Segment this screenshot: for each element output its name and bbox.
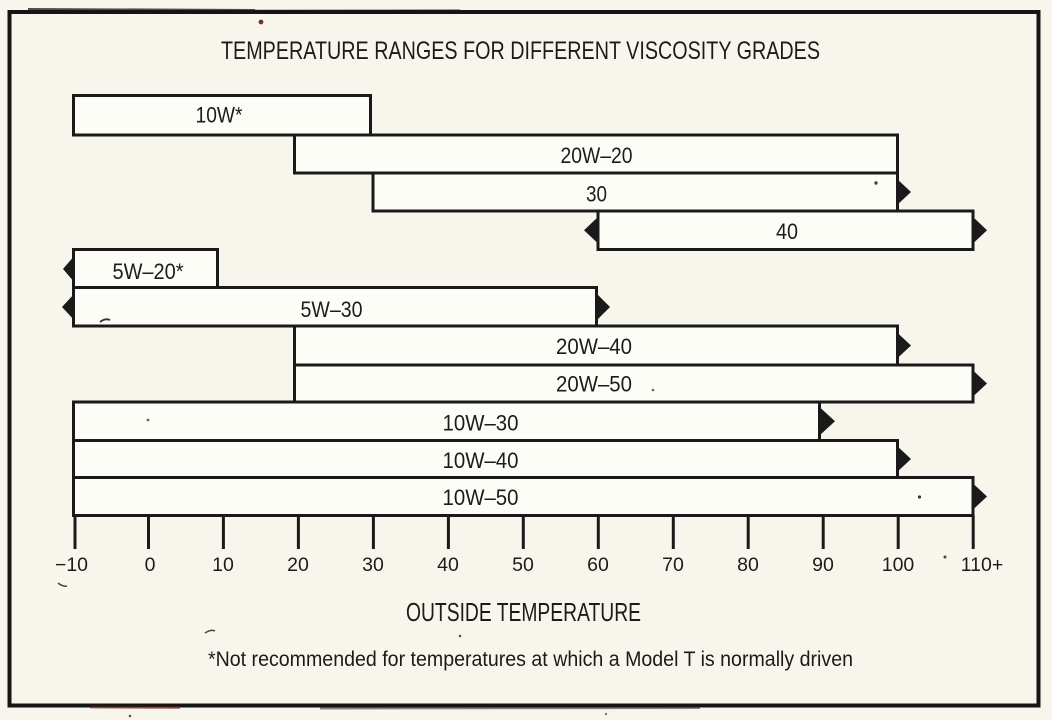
svg-text:20: 20 bbox=[287, 554, 309, 576]
svg-text:10W–30: 10W–30 bbox=[443, 411, 519, 436]
svg-text:TEMPERATURE RANGES FOR DIFFERE: TEMPERATURE RANGES FOR DIFFERENT VISCOSI… bbox=[221, 37, 820, 65]
svg-text:20W–50: 20W–50 bbox=[556, 372, 632, 397]
svg-text:50: 50 bbox=[512, 554, 534, 576]
svg-text:30: 30 bbox=[362, 554, 384, 576]
svg-text:20W–40: 20W–40 bbox=[556, 334, 632, 359]
svg-text:10W–50: 10W–50 bbox=[443, 485, 519, 510]
svg-text:70: 70 bbox=[662, 554, 684, 576]
svg-text:10W–40: 10W–40 bbox=[443, 448, 519, 473]
svg-text:30: 30 bbox=[586, 182, 607, 207]
svg-text:5W–30: 5W–30 bbox=[301, 297, 363, 322]
svg-text:OUTSIDE TEMPERATURE: OUTSIDE TEMPERATURE bbox=[406, 597, 641, 627]
svg-text:10: 10 bbox=[212, 554, 234, 576]
svg-text:5W–20*: 5W–20* bbox=[113, 259, 184, 284]
svg-text:100: 100 bbox=[882, 554, 915, 576]
svg-text:*Not recommended for temperatu: *Not recommended for temperatures at whi… bbox=[208, 648, 853, 671]
svg-text:40: 40 bbox=[437, 554, 459, 576]
svg-text:40: 40 bbox=[776, 219, 798, 244]
svg-text:0: 0 bbox=[145, 554, 156, 576]
svg-text:110+: 110+ bbox=[961, 554, 1003, 576]
svg-text:80: 80 bbox=[737, 554, 759, 576]
svg-text:60: 60 bbox=[587, 554, 609, 576]
svg-text:20W–20: 20W–20 bbox=[561, 143, 633, 168]
svg-text:−10: −10 bbox=[55, 554, 88, 576]
svg-text:10W*: 10W* bbox=[196, 103, 243, 128]
svg-text:90: 90 bbox=[812, 554, 834, 576]
